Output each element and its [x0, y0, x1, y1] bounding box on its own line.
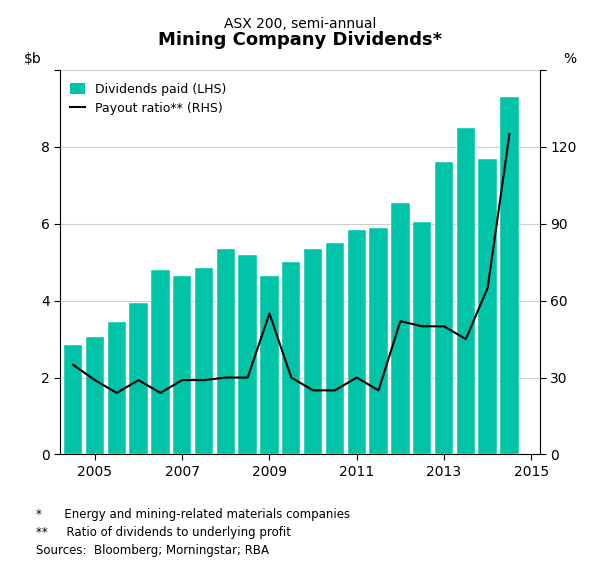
Bar	[64, 345, 82, 454]
Bar	[151, 270, 170, 454]
Text: Mining Company Dividends*: Mining Company Dividends*	[158, 31, 442, 49]
Bar	[173, 275, 191, 454]
Bar	[86, 337, 104, 454]
Bar	[238, 255, 257, 454]
Bar	[347, 229, 366, 454]
Bar	[260, 275, 278, 454]
Bar	[195, 268, 213, 454]
Bar	[457, 128, 475, 454]
Bar	[391, 203, 410, 454]
Bar	[413, 222, 431, 454]
Bar	[107, 322, 126, 454]
Bar	[282, 263, 301, 454]
Bar	[130, 302, 148, 454]
Bar	[500, 97, 518, 454]
Bar	[370, 228, 388, 454]
Title: ASX 200, semi-annual: ASX 200, semi-annual	[224, 17, 376, 31]
Bar	[435, 162, 453, 454]
Bar	[304, 249, 322, 454]
Text: %: %	[563, 52, 576, 66]
Bar	[326, 243, 344, 454]
Text: *      Energy and mining-related materials companies: * Energy and mining-related materials co…	[36, 508, 350, 521]
Text: $b: $b	[24, 52, 42, 66]
Bar	[217, 249, 235, 454]
Text: **     Ratio of dividends to underlying profit: ** Ratio of dividends to underlying prof…	[36, 526, 291, 539]
Bar	[478, 159, 497, 454]
Legend: Dividends paid (LHS), Payout ratio** (RHS): Dividends paid (LHS), Payout ratio** (RH…	[65, 78, 231, 120]
Text: Sources:  Bloomberg; Morningstar; RBA: Sources: Bloomberg; Morningstar; RBA	[36, 544, 269, 557]
